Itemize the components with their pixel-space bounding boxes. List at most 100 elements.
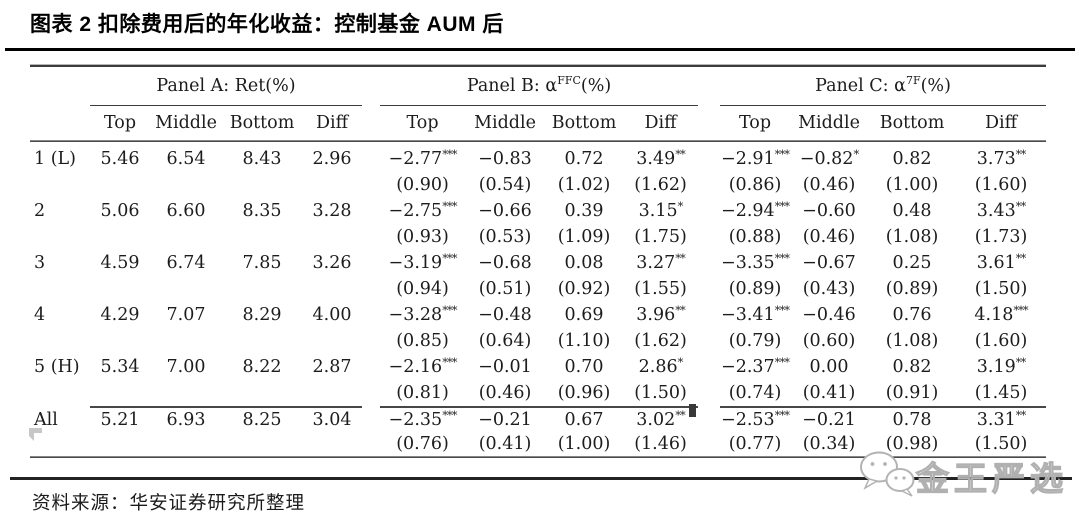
cell-panel-c: (1.60)	[974, 175, 1028, 195]
significance-stars: ***	[1013, 303, 1028, 318]
significance-stars: **	[1015, 251, 1026, 266]
row-label: 4	[34, 305, 46, 325]
cell-panel-c: 4.18***	[974, 303, 1028, 325]
stderr-line: (0.90) (0.54) (1.02) (1.62) (0.86) (0.46) (1.0…	[30, 172, 1046, 198]
column-header: Diff	[644, 113, 677, 133]
significance-stars: ***	[774, 251, 790, 266]
caption-rule	[5, 48, 1075, 51]
column-header: Middle	[155, 113, 217, 133]
cell-panel-c: (0.46)	[802, 227, 856, 247]
stderr-line: (0.85) (0.64) (1.10) (1.62) (0.79) (0.60) (1.0…	[30, 328, 1046, 354]
column-header-row: Top Middle Bottom Diff Top Middle Bottom Diff To…	[30, 106, 1046, 140]
cell-panel-c: 0.76	[892, 305, 932, 325]
cell-panel-b: (1.62)	[634, 175, 687, 195]
significance-stars: *	[677, 199, 684, 214]
figure-caption: 图表 2 扣除费用后的年化收益：控制基金 AUM 后	[30, 13, 504, 36]
cell-panel-c: −3.35***	[721, 251, 790, 273]
cell-panel-c: (0.89)	[885, 279, 939, 299]
cell-panel-b: (0.64)	[478, 331, 532, 351]
cell-panel-b: (1.00)	[557, 434, 611, 454]
column-header: Top	[406, 113, 439, 133]
cell-panel-c: 0.78	[892, 410, 932, 430]
cell-panel-b: −0.01	[478, 357, 532, 377]
cell-panel-a: 2.87	[312, 357, 352, 377]
watermark: 金王严选	[858, 450, 1068, 502]
cell-panel-b: −0.83	[478, 149, 532, 169]
table-body: 1 (L) 5.46 6.54 8.43 2.96 −2.77*** −0.83 0.72 3.…	[30, 146, 1046, 456]
cell-panel-c: (0.89)	[728, 279, 782, 299]
watermark-text: 金王严选	[915, 459, 1068, 497]
significance-stars: **	[1015, 408, 1026, 423]
cell-panel-a: 7.07	[166, 305, 206, 325]
cell-panel-c: −3.41***	[721, 303, 790, 325]
cell-panel-a: 3.28	[312, 201, 352, 221]
cell-panel-a: 6.54	[166, 149, 206, 169]
cell-panel-b: 0.70	[564, 357, 604, 377]
cell-panel-b: −2.16***	[388, 355, 458, 377]
column-header: Bottom	[879, 113, 945, 133]
row-label: 2	[34, 201, 46, 221]
table-row: 5 (H) 5.34 7.00 8.22 2.87 −2.16*** −0.01 0.70 2.…	[30, 354, 1046, 406]
cell-panel-a: 5.34	[100, 357, 140, 377]
significance-stars: ***	[442, 355, 457, 370]
cell-panel-a: 2.96	[312, 149, 352, 169]
cell-panel-b: (0.81)	[396, 383, 449, 403]
significance-stars: ***	[442, 408, 457, 423]
all-separator-row	[30, 406, 1046, 408]
cell-panel-a: 3.04	[312, 410, 352, 430]
cell-panel-b: (0.92)	[557, 279, 611, 299]
cell-panel-b: 0.72	[564, 149, 604, 169]
table-row: 3 4.59 6.74 7.85 3.26 −3.19*** −0.68 0.08 3.27**…	[30, 250, 1046, 302]
cell-panel-c: (1.60)	[974, 331, 1028, 351]
cell-panel-c: (1.45)	[974, 383, 1028, 403]
cell-panel-b: (0.85)	[396, 331, 449, 351]
cell-panel-b: 0.69	[564, 305, 604, 325]
cell-panel-c: 0.82	[892, 149, 932, 169]
table-row: All 5.21 6.93 8.25 3.04 −2.35*** −0.21 0.67 3.02…	[30, 408, 1046, 456]
table-mid-rule	[30, 140, 1046, 142]
cell-panel-c: (0.34)	[802, 434, 856, 454]
panel-b-underline	[380, 105, 698, 106]
cell-panel-a: 4.00	[312, 305, 352, 325]
row-label: All	[34, 410, 58, 430]
panel-title: Panel A: Ret(%)	[156, 76, 296, 96]
footer-rule	[10, 477, 1072, 480]
all-separator	[380, 406, 698, 408]
column-header: Middle	[798, 113, 860, 133]
cell-panel-b: 3.02**	[636, 408, 685, 430]
significance-stars: **	[675, 303, 685, 318]
panel-a-underline	[90, 105, 362, 106]
significance-stars: ***	[442, 303, 457, 318]
cell-panel-b: 0.39	[564, 201, 604, 221]
cell-panel-b: (0.96)	[557, 383, 611, 403]
cell-panel-b: (0.54)	[478, 175, 532, 195]
all-separator	[720, 406, 1046, 408]
cell-panel-b: 2.86*	[638, 355, 684, 377]
cell-panel-a: 4.29	[100, 305, 140, 325]
cell-panel-a: 4.59	[100, 253, 140, 273]
cell-panel-a: 8.43	[242, 149, 282, 169]
cell-panel-c: (1.08)	[885, 227, 939, 247]
cell-panel-b: (0.93)	[396, 227, 449, 247]
row-label: 5 (H)	[34, 357, 80, 377]
stderr-line: (0.81) (0.46) (0.96) (1.50) (0.74) (0.41) (0.9…	[30, 380, 1046, 406]
cell-panel-a: 5.46	[100, 149, 140, 169]
column-header: Middle	[474, 113, 536, 133]
cell-panel-c: 0.25	[892, 253, 932, 273]
all-separator	[90, 406, 362, 408]
cell-panel-a: 7.00	[166, 357, 206, 377]
cell-panel-b: −0.21	[478, 410, 532, 430]
cell-panel-a: 8.25	[242, 410, 282, 430]
cell-panel-b: (0.94)	[396, 279, 449, 299]
cell-panel-c: (0.43)	[802, 279, 856, 299]
significance-stars: *	[677, 355, 684, 370]
cell-panel-b: (0.46)	[478, 383, 532, 403]
cell-panel-c: −0.46	[802, 305, 856, 325]
column-header: Diff	[984, 113, 1018, 133]
cell-panel-c: −2.53***	[721, 408, 790, 430]
cursor-artifact	[27, 426, 45, 448]
cell-panel-b: 3.27**	[636, 251, 685, 273]
stderr-line: (0.94) (0.51) (0.92) (1.55) (0.89) (0.43) (0.8…	[30, 276, 1046, 302]
cell-panel-b: 3.15*	[638, 199, 684, 221]
